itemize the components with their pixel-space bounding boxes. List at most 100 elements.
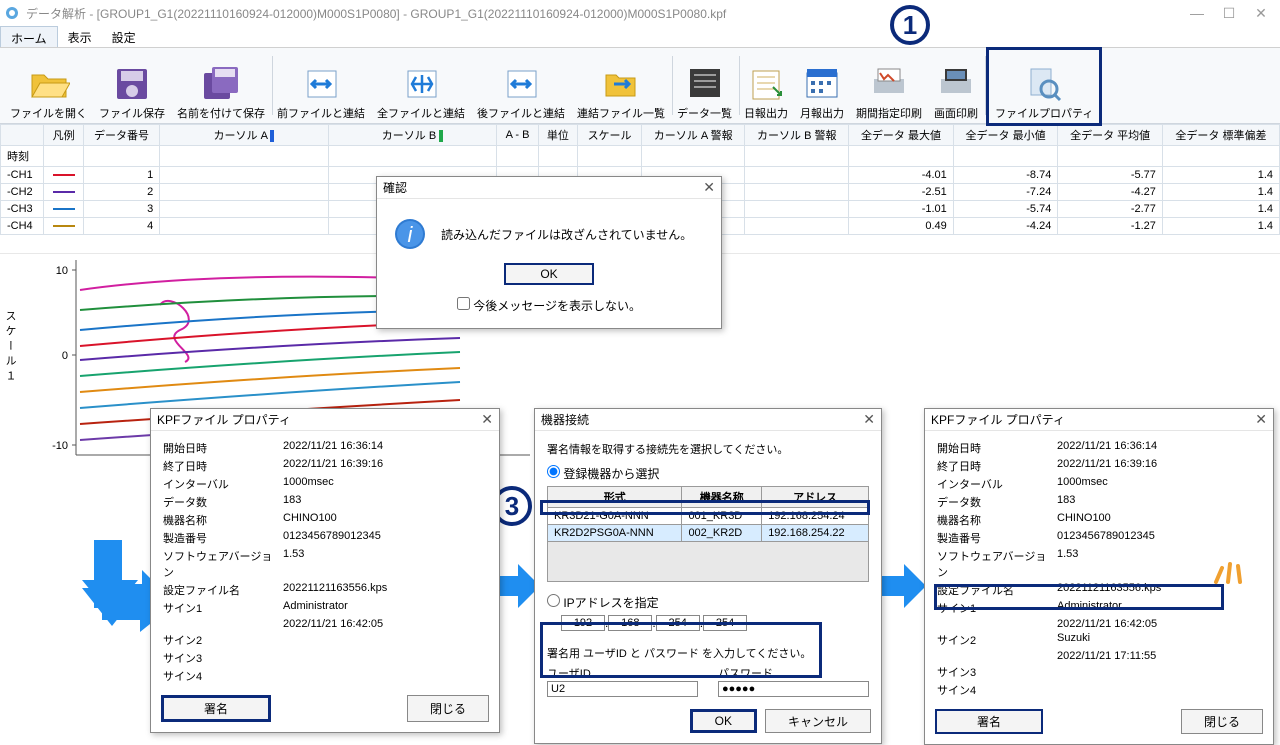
ribbon-linkprev[interactable]: 前ファイルと連結 — [271, 50, 371, 123]
close-button[interactable]: 閉じる — [1181, 709, 1263, 734]
conn-title: 機器接続 — [541, 411, 589, 428]
sign-button[interactable]: 署名 — [935, 709, 1043, 734]
svg-text:-10: -10 — [52, 440, 68, 452]
step-1: 1 — [890, 5, 930, 45]
linklist-icon — [600, 61, 642, 105]
kv-row: サイン1Administrator — [937, 599, 1261, 617]
ribbon-screenprint[interactable]: 画面印刷 — [928, 50, 984, 123]
ribbon-daily[interactable]: 日報出力 — [738, 50, 794, 123]
conn-lead: 署名情報を取得する接続先を選択してください。 — [547, 441, 869, 457]
kv-row: データ数183 — [937, 493, 1261, 511]
confirm-message: 読み込んだファイルは改ざんされていません。 — [441, 226, 692, 243]
radio-registered[interactable]: 登録機器から選択 — [547, 467, 659, 481]
pwd-label: パスワード — [718, 665, 869, 681]
arrow-bent — [84, 540, 154, 636]
sparkle-icon — [1208, 552, 1248, 595]
conn-ok-button[interactable]: OK — [690, 709, 757, 733]
info-icon: i — [393, 217, 427, 251]
conn-row[interactable]: KR2D2PSG0A-NNN002_KR2D192.168.254.22 — [548, 525, 869, 542]
close-button[interactable]: ✕ — [1254, 5, 1268, 22]
titlebar: データ解析 - [GROUP1_G1(20221110160924-012000… — [0, 0, 1280, 26]
linkprev-icon — [300, 61, 342, 105]
screenprint-icon — [935, 61, 977, 105]
ribbon-save[interactable]: ファイル保存 — [93, 50, 171, 123]
close-button[interactable]: 閉じる — [407, 695, 489, 722]
arrow-3 — [880, 564, 926, 608]
minimize-button[interactable]: — — [1190, 5, 1204, 22]
ribbon-fileprops[interactable]: ファイルプロパティ — [986, 47, 1102, 126]
confirm-dialog: 確認 ✕ i 読み込んだファイルは改ざんされていません。 OK 今後メッセージを表… — [376, 176, 722, 329]
open-icon — [28, 61, 70, 105]
app-icon — [4, 5, 20, 21]
ribbon-linkall[interactable]: 全ファイルと連結 — [371, 50, 471, 123]
conn-cancel-button[interactable]: キャンセル — [765, 709, 871, 733]
kv-row: サイン4 — [937, 681, 1261, 699]
kv-row: 設定ファイル名20221121163556.kps — [163, 581, 487, 599]
ip-octet-2[interactable] — [656, 615, 700, 631]
ip-octet-0[interactable] — [561, 615, 605, 631]
kv-row: サイン2 — [163, 631, 487, 649]
uid-label: ユーザID — [547, 665, 698, 681]
confirm-title: 確認 — [383, 179, 407, 196]
ribbon-toolbar: ファイルを開くファイル保存名前を付けて保存前ファイルと連結全ファイルと連結後ファ… — [0, 48, 1280, 124]
kv-row: サイン1Administrator — [163, 599, 487, 617]
kv-row: 機器名称CHINO100 — [937, 511, 1261, 529]
kv-row: 2022/11/21 16:42:05 — [937, 617, 1261, 631]
ribbon-linklist[interactable]: 連結ファイル一覧 — [571, 50, 671, 123]
kv-row: 機器名称CHINO100 — [163, 511, 487, 529]
svg-text:0: 0 — [62, 350, 68, 362]
kv-row: データ数183 — [163, 493, 487, 511]
kv-row: サイン2Suzuki — [937, 631, 1261, 649]
ip-octet-1[interactable] — [608, 615, 652, 631]
monthly-icon — [801, 61, 843, 105]
ribbon-open[interactable]: ファイルを開く — [4, 50, 93, 123]
radio-ip[interactable]: IPアドレスを指定 — [547, 596, 659, 610]
ribbon-linknext[interactable]: 後ファイルと連結 — [471, 50, 571, 123]
menu-bar: ホーム 表示 設定 — [0, 26, 1280, 48]
conn-row[interactable]: KR3D21-G0A-NNN001_KR3D192.168.254.24 — [548, 508, 869, 525]
svg-text:10: 10 — [56, 265, 68, 277]
kv-row: サイン4 — [163, 667, 487, 685]
ip-octet-3[interactable] — [703, 615, 747, 631]
kv-row: サイン3 — [937, 663, 1261, 681]
ribbon-periodprint[interactable]: 期間指定印刷 — [850, 50, 928, 123]
sign-button[interactable]: 署名 — [161, 695, 271, 722]
kv-row: 製造番号0123456789012345 — [163, 529, 487, 547]
kv-row: 製造番号0123456789012345 — [937, 529, 1261, 547]
close-icon[interactable]: ✕ — [1255, 411, 1267, 428]
close-icon[interactable]: ✕ — [703, 179, 715, 196]
tab-view[interactable]: 表示 — [58, 26, 102, 47]
ribbon-monthly[interactable]: 月報出力 — [794, 50, 850, 123]
periodprint-icon — [868, 61, 910, 105]
linkall-icon — [400, 61, 442, 105]
props1-title: KPFファイル プロパティ — [157, 411, 291, 428]
kv-row: 開始日時2022/11/21 16:36:14 — [163, 439, 487, 457]
conn-lead2: 署名用 ユーザID と パスワード を入力してください。 — [547, 645, 869, 661]
datalist-icon — [684, 61, 726, 105]
kv-row: 2022/11/21 16:42:05 — [163, 617, 487, 631]
kv-row: サイン3 — [163, 649, 487, 667]
kv-row: 2022/11/21 17:11:55 — [937, 649, 1261, 663]
kv-row: 終了日時2022/11/21 16:39:16 — [163, 457, 487, 475]
uid-input[interactable] — [547, 681, 698, 697]
confirm-checkbox[interactable]: 今後メッセージを表示しない。 — [457, 299, 641, 313]
ribbon-saveas[interactable]: 名前を付けて保存 — [171, 50, 271, 123]
kv-row: インターバル1000msec — [937, 475, 1261, 493]
close-icon[interactable]: ✕ — [481, 411, 493, 428]
tab-home[interactable]: ホーム — [0, 26, 58, 47]
props2-title: KPFファイル プロパティ — [931, 411, 1065, 428]
kv-row: 終了日時2022/11/21 16:39:16 — [937, 457, 1261, 475]
pwd-input[interactable] — [718, 681, 869, 697]
tab-settings[interactable]: 設定 — [102, 26, 146, 47]
connection-dialog: 機器接続✕ 署名情報を取得する接続先を選択してください。 登録機器から選択 形式… — [534, 408, 882, 744]
kv-row: ソフトウェアバージョン1.53 — [163, 547, 487, 581]
confirm-ok-button[interactable]: OK — [504, 263, 593, 285]
kv-row: インターバル1000msec — [163, 475, 487, 493]
close-icon[interactable]: ✕ — [863, 411, 875, 428]
daily-icon — [745, 61, 787, 105]
window-title: データ解析 - [GROUP1_G1(20221110160924-012000… — [26, 5, 726, 22]
ribbon-datalist[interactable]: データ一覧 — [671, 50, 738, 123]
chart-ylabel: スケール１ — [2, 310, 18, 385]
maximize-button[interactable]: ☐ — [1222, 5, 1236, 22]
saveas-icon — [200, 61, 242, 105]
